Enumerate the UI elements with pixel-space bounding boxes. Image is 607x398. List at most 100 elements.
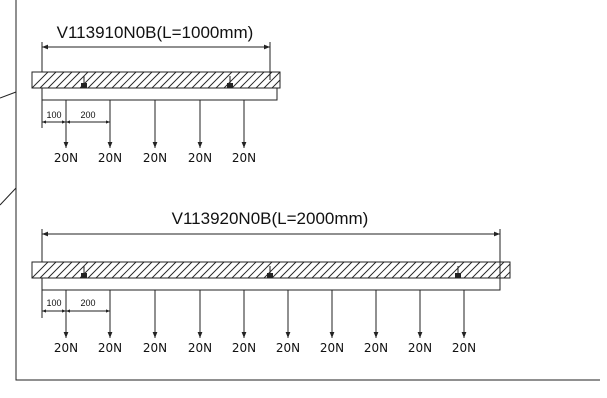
hatch-stroke <box>55 261 73 279</box>
hatch-stroke <box>167 261 185 279</box>
hatch-stroke <box>263 71 281 89</box>
hatch-stroke <box>311 261 329 279</box>
hatch-stroke <box>47 261 65 279</box>
hatch-stroke <box>223 261 241 279</box>
hatch-stroke <box>495 263 511 279</box>
hatch-stroke <box>239 71 257 89</box>
hatch-stroke <box>199 71 217 89</box>
hatch-stroke <box>183 261 201 279</box>
hatch-stroke <box>295 261 313 279</box>
hatch-stroke <box>423 261 441 279</box>
hatch-stroke <box>479 261 497 279</box>
hatch-stroke <box>439 261 457 279</box>
fastener-mark <box>81 76 87 88</box>
dimension-label-100: 100 <box>46 298 61 308</box>
hatch-stroke <box>71 261 89 279</box>
hatch-stroke <box>231 261 249 279</box>
hatch-stroke <box>255 71 273 89</box>
leader-line-bottom <box>0 187 17 206</box>
hatch-stroke <box>175 71 193 89</box>
beam-title: V113920N0B(L=2000mm) <box>172 209 369 228</box>
hatch-stroke <box>39 261 57 279</box>
hatch-stroke <box>431 261 449 279</box>
hatch-stroke <box>63 261 81 279</box>
hatch-stroke <box>367 261 385 279</box>
hatch-stroke <box>191 261 209 279</box>
load-label: 20N <box>232 151 256 165</box>
hatch-stroke <box>287 261 305 279</box>
hatch-stroke <box>103 71 121 89</box>
hatch-stroke <box>111 71 129 89</box>
beam-2000mm: V113920N0B(L=2000mm) 100 200 20N 20N 20N 20… <box>31 209 511 355</box>
hatch-stroke <box>279 261 297 279</box>
hatch-stroke <box>407 261 425 279</box>
hatch-stroke <box>303 261 321 279</box>
leader-line-top <box>0 91 17 99</box>
hatch-stroke <box>135 71 153 89</box>
load-label: 20N <box>143 151 167 165</box>
hatch-stroke <box>263 261 281 279</box>
load-label: 20N <box>408 341 432 355</box>
drawing-frame <box>15 0 600 381</box>
hatch-stroke <box>255 261 273 279</box>
beam-body <box>41 277 501 291</box>
hatch-stroke <box>335 261 353 279</box>
hatch-stroke <box>47 71 65 89</box>
load-label: 20N <box>98 341 122 355</box>
load-label: 20N <box>320 341 344 355</box>
fastener-mark <box>81 266 87 278</box>
hatch-stroke <box>215 71 233 89</box>
hatch-stroke <box>151 71 169 89</box>
hatch-stroke <box>55 71 73 89</box>
hatch-stroke <box>463 261 481 279</box>
load-label: 20N <box>54 341 78 355</box>
dimension-label-200: 200 <box>80 110 95 120</box>
hatch-stroke <box>63 71 81 89</box>
beam-title: V113910N0B(L=1000mm) <box>57 23 254 42</box>
fastener-mark <box>267 266 273 278</box>
load-label: 20N <box>143 341 167 355</box>
load-label: 20N <box>276 341 300 355</box>
hatch-stroke <box>159 261 177 279</box>
hatch-stroke <box>31 261 49 279</box>
hatch-stroke <box>207 71 225 89</box>
load-label: 20N <box>54 151 78 165</box>
load-label: 20N <box>188 341 212 355</box>
fastener-mark <box>455 266 461 278</box>
hatch-stroke <box>503 271 511 279</box>
hatch-stroke <box>239 261 257 279</box>
hatch-stroke <box>103 261 121 279</box>
hatch-stroke <box>271 261 289 279</box>
load-label: 20N <box>232 341 256 355</box>
load-label: 20N <box>98 151 122 165</box>
hatch-stroke <box>231 71 249 89</box>
hatch-stroke <box>71 71 89 89</box>
hatch-stroke <box>167 71 185 89</box>
hatch-stroke <box>199 261 217 279</box>
hatch-stroke <box>487 261 505 279</box>
hatch-stroke <box>359 261 377 279</box>
load-label: 20N <box>364 341 388 355</box>
hatch-stroke <box>143 71 161 89</box>
hatch-stroke <box>31 71 49 89</box>
hatch-stroke <box>391 261 409 279</box>
fastener-mark <box>227 76 233 88</box>
hatch-stroke <box>319 261 337 279</box>
hatch-stroke <box>223 71 241 89</box>
hatch-stroke <box>127 261 145 279</box>
hatch-stroke <box>215 261 233 279</box>
dimension-label-200: 200 <box>80 298 95 308</box>
hatch-stroke <box>191 71 209 89</box>
load-arrows: 20N 20N 20N 20N 20N <box>54 100 256 165</box>
load-label: 20N <box>452 341 476 355</box>
hatch-stroke <box>151 261 169 279</box>
hatch-stroke <box>87 71 105 89</box>
hatch-stroke <box>383 261 401 279</box>
hatch-stroke <box>415 261 433 279</box>
hatch-stroke <box>39 71 57 89</box>
hatch-stroke <box>183 71 201 89</box>
hatch-stroke <box>471 261 489 279</box>
hatch-stroke <box>127 71 145 89</box>
hatch-stroke <box>399 261 417 279</box>
